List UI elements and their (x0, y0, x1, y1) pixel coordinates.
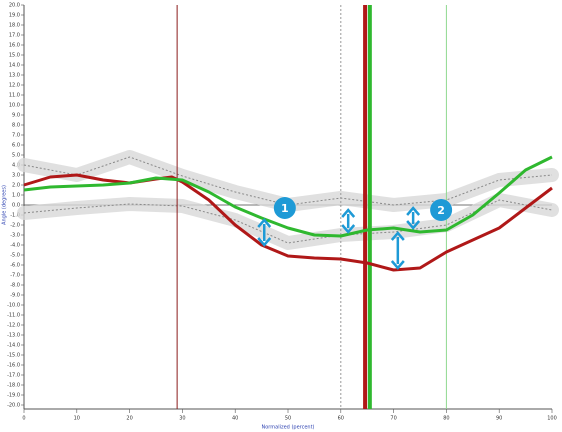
y-tick-label: 1.0 (12, 193, 20, 199)
y-tick-label: -3.0 (10, 233, 20, 239)
reference-line (23, 156, 553, 206)
y-tick-label: 6.0 (12, 143, 20, 149)
y-tick-label: -2.0 (10, 223, 20, 229)
y-tick-label: -12.0 (7, 323, 20, 329)
y-tick-label: -18.0 (7, 383, 20, 389)
arrow-head (257, 218, 272, 228)
x-tick-label: 80 (443, 416, 449, 422)
y-tick-label: -8.0 (10, 283, 20, 289)
y-tick-label: -4.0 (10, 243, 20, 249)
y-tick-label: -6.0 (10, 263, 20, 269)
y-tick-label: 12.0 (9, 83, 20, 89)
y-tick-label: 20.0 (9, 3, 20, 9)
x-tick-label: 40 (232, 416, 238, 422)
reference-line (23, 199, 553, 244)
y-tick-label: -7.0 (10, 273, 20, 279)
y-tick-label: 3.0 (12, 173, 20, 179)
y-tick-label: -15.0 (7, 353, 20, 359)
y-axis-label: Angle (degrees) (2, 185, 8, 225)
x-tick-label: 100 (547, 416, 557, 422)
y-tick-label: 0.0 (12, 203, 20, 209)
y-tick-label: 4.0 (12, 163, 20, 169)
y-tick-label: 8.0 (12, 123, 20, 129)
y-tick-label: -20.0 (7, 403, 20, 409)
x-tick-label: 10 (74, 416, 80, 422)
y-tick-label: -11.0 (7, 313, 20, 319)
y-tick-label: 17.0 (9, 33, 20, 39)
y-tick-label: -17.0 (7, 373, 20, 379)
x-tick-label: 60 (338, 416, 344, 422)
y-tick-label: 5.0 (12, 153, 20, 159)
y-tick-label: 15.0 (9, 53, 20, 59)
arrow-head (390, 231, 405, 241)
data-line (23, 155, 553, 238)
y-tick-label: -1.0 (10, 213, 20, 219)
y-tick-label: 11.0 (9, 93, 20, 99)
arrow-head (406, 220, 421, 230)
x-tick-label: 70 (390, 416, 396, 422)
y-tick-label: 9.0 (12, 113, 20, 119)
arrow-head (406, 206, 421, 216)
y-tick-label: -13.0 (7, 333, 20, 339)
y-tick-label: 10.0 (9, 103, 20, 109)
y-tick-label: 14.0 (9, 63, 20, 69)
arrow-head (390, 260, 405, 270)
x-tick-label: 50 (285, 416, 291, 422)
y-tick-label: -9.0 (10, 293, 20, 299)
y-tick-label: 2.0 (12, 183, 20, 189)
arrow-head (341, 208, 356, 218)
arrow-head (257, 237, 272, 247)
y-tick-label: -5.0 (10, 253, 20, 259)
data-line (23, 173, 553, 272)
y-tick-label: -14.0 (7, 343, 20, 349)
x-axis-label: Normalized (percent) (262, 425, 315, 431)
y-tick-label: 18.0 (9, 23, 20, 29)
x-tick-label: 0 (22, 416, 25, 422)
y-tick-label: -10.0 (7, 303, 20, 309)
y-tick-label: 19.0 (9, 13, 20, 19)
y-tick-label: 7.0 (12, 133, 20, 139)
callout-marker (273, 197, 296, 219)
arrow-head (341, 224, 356, 234)
y-tick-label: 16.0 (9, 43, 20, 49)
x-tick-label: 30 (179, 416, 185, 422)
y-tick-label: 13.0 (9, 73, 20, 79)
callout-marker (430, 199, 453, 221)
x-tick-label: 90 (496, 416, 502, 422)
callout-number: 2 (437, 204, 445, 217)
callout-number: 1 (281, 202, 289, 215)
y-tick-label: -19.0 (7, 393, 20, 399)
y-tick-label: -16.0 (7, 363, 20, 369)
x-tick-label: 20 (126, 416, 132, 422)
